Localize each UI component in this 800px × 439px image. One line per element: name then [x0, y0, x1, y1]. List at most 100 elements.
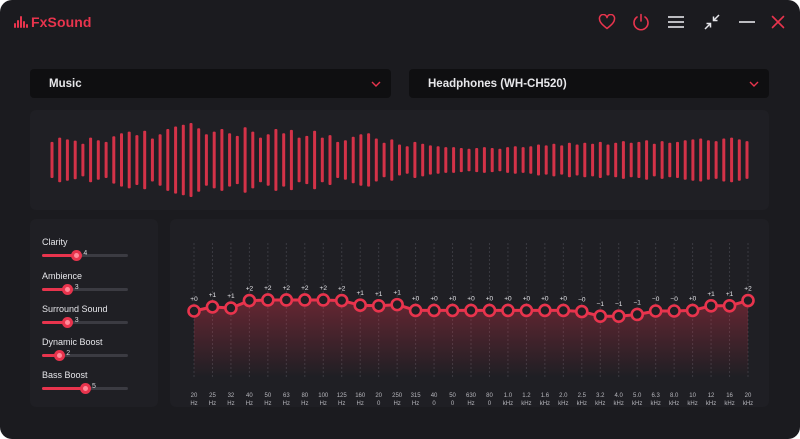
visualizer-bar [598, 141, 602, 178]
eq-freq-label: 50 [265, 393, 272, 399]
eq-band-knob[interactable] [187, 304, 201, 318]
eq-band-knob[interactable] [538, 303, 552, 318]
eq-freq-unit: 0 [488, 401, 492, 407]
visualizer-bar [490, 148, 494, 173]
effect-slider-knob[interactable] [70, 250, 82, 261]
visualizer-bar [235, 135, 239, 185]
effect-label: Surround Sound [42, 304, 108, 314]
eq-freq-unit: kHz [558, 401, 568, 407]
effect-slider[interactable] [42, 317, 128, 328]
eq-gain-label: +0 [486, 295, 494, 302]
eq-band-knob[interactable] [205, 300, 220, 314]
eq-band-knob[interactable] [316, 293, 331, 307]
eq-gain-label: +1 [726, 291, 734, 298]
eq-freq-label: 1.6 [541, 393, 550, 399]
visualizer-bar [320, 137, 324, 183]
equalizer-panel: +0 20 Hz +1 25 Hz +1 32 Hz +2 40 Hz +2 50 Hz +2 63 Hz +2 80… [170, 219, 769, 407]
visualizer-bar [150, 138, 154, 182]
effect-slider[interactable] [42, 383, 128, 394]
preset-selected: Music [49, 77, 82, 90]
visualizer-bar [197, 128, 201, 192]
eq-freq-unit: Hz [412, 401, 419, 407]
eq-band-knob[interactable] [611, 309, 626, 324]
visualizer-bar [676, 141, 679, 178]
visualizer-bar [367, 133, 371, 187]
visualizer-bar [374, 138, 378, 182]
effect-slider-knob[interactable] [53, 350, 65, 361]
output-device-selected: Headphones (WH-CH520) [428, 77, 567, 90]
power-icon[interactable] [629, 10, 653, 34]
eq-band-knob[interactable] [704, 298, 718, 313]
effect-slider[interactable] [42, 250, 128, 261]
eq-band-knob[interactable] [224, 301, 238, 315]
eq-band-knob[interactable] [408, 303, 423, 318]
visualizer-bar [266, 134, 270, 186]
heart-icon[interactable] [595, 10, 619, 34]
eq-band-knob[interactable] [722, 298, 737, 313]
chevron-down-icon [749, 81, 759, 87]
eq-band-knob[interactable] [556, 303, 571, 318]
minimize-view-icon[interactable] [700, 10, 724, 34]
close-icon[interactable] [766, 10, 790, 34]
eq-band-knob[interactable] [667, 304, 681, 318]
visualizer-bar [475, 148, 479, 173]
eq-band-knob[interactable] [648, 304, 663, 318]
eq-gain-label: −1 [597, 301, 605, 308]
visualizer-bar [575, 144, 579, 176]
eq-band-knob[interactable] [574, 304, 589, 319]
menu-icon[interactable] [664, 10, 688, 34]
eq-gain-label: −0 [670, 296, 678, 303]
visualizer-bar [112, 136, 116, 184]
eq-freq-label: 20 [375, 393, 382, 399]
effect-slider[interactable] [42, 284, 128, 295]
effect-value: 5 [92, 383, 96, 390]
eq-band-knob[interactable] [334, 293, 349, 308]
visualizer-bar [529, 146, 533, 174]
eq-band-knob[interactable] [371, 298, 386, 313]
eq-freq-unit: Hz [393, 401, 400, 407]
eq-band-knob[interactable] [464, 303, 478, 318]
visualizer-bar [89, 137, 93, 183]
eq-band-knob[interactable] [298, 293, 312, 307]
eq-freq-unit: kHz [706, 401, 716, 407]
effect-slider-knob[interactable] [79, 383, 91, 394]
eq-band-knob[interactable] [519, 303, 534, 318]
eq-band-knob[interactable] [261, 293, 275, 307]
effect-slider[interactable] [42, 350, 128, 361]
eq-band-knob[interactable] [427, 303, 441, 318]
eq-band-knob[interactable] [390, 297, 404, 312]
eq-band-knob[interactable] [353, 298, 367, 312]
eq-gain-label: +0 [190, 296, 198, 303]
visualizer-bar [398, 144, 401, 176]
eq-band-knob[interactable] [242, 293, 257, 308]
eq-gain-label: +1 [209, 292, 217, 299]
eq-freq-label: 80 [486, 393, 493, 399]
effect-slider-knob[interactable] [62, 284, 74, 295]
visualizer-bar [413, 141, 417, 178]
visualizer-bar [351, 136, 355, 184]
eq-band-knob[interactable] [685, 303, 700, 318]
eq-freq-unit: kHz [669, 401, 679, 407]
eq-band-knob[interactable] [593, 309, 608, 324]
eq-freq-label: 80 [301, 393, 308, 399]
preset-dropdown[interactable]: Music [30, 69, 391, 98]
visualizer-bar [552, 143, 556, 177]
eq-freq-unit: Hz [209, 401, 216, 407]
eq-band-knob[interactable] [445, 303, 460, 318]
effect-slider-fill [42, 387, 85, 390]
eq-freq-label: 40 [246, 393, 253, 399]
eq-freq-label: 315 [411, 393, 422, 399]
eq-band-knob[interactable] [741, 293, 755, 308]
minimize-icon[interactable] [735, 10, 759, 34]
eq-freq-label: 20 [745, 393, 752, 399]
eq-band-knob[interactable] [501, 303, 515, 318]
effect-slider-knob[interactable] [62, 317, 74, 328]
visualizer-bar [567, 142, 571, 178]
visualizer-bar [506, 147, 510, 173]
effect-label: Dynamic Boost [42, 337, 103, 347]
eq-band-knob[interactable] [482, 303, 497, 318]
eq-band-knob[interactable] [279, 293, 294, 307]
output-device-dropdown[interactable]: Headphones (WH-CH520) [409, 69, 769, 98]
eq-band-knob[interactable] [630, 307, 645, 322]
